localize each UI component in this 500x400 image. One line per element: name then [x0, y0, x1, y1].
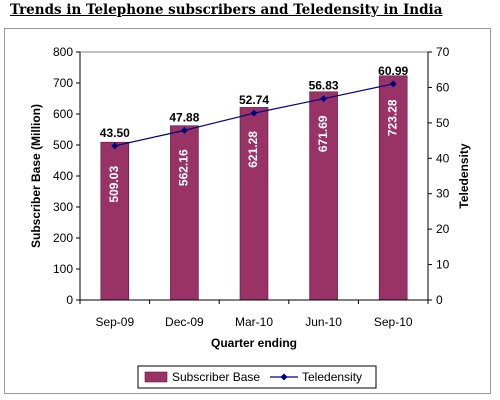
teledensity-marker: [250, 109, 258, 117]
legend-bar-label: Subscriber Base: [172, 370, 260, 384]
teledensity-marker: [389, 80, 397, 88]
y2-tick-label: 40: [436, 151, 450, 165]
bar: [309, 91, 338, 301]
legend-line-label: Teledensity: [302, 370, 362, 384]
y-tick-label: 700: [53, 76, 73, 90]
y2-tick-label: 60: [436, 80, 450, 94]
x-axis-title: Quarter ending: [211, 336, 297, 350]
bar-value-label: 509.03: [107, 166, 121, 203]
y-tick-label: 400: [53, 169, 73, 183]
bar: [378, 75, 408, 301]
y2-tick-label: 30: [436, 187, 450, 201]
teledensity-marker: [180, 126, 188, 134]
y-tick-label: 800: [53, 45, 73, 59]
bar-value-label: 621.28: [246, 131, 260, 168]
teledensity-value-label: 52.74: [239, 93, 269, 107]
teledensity-value-label: 60.99: [378, 64, 408, 78]
y-tick-label: 0: [66, 293, 73, 307]
y-tick-label: 500: [53, 138, 73, 152]
y-axis-title: Subscriber Base (Million): [29, 104, 43, 248]
bar-value-label: 723.28: [385, 99, 399, 136]
y-tick-label: 100: [53, 262, 73, 276]
y-tick-label: 600: [53, 107, 73, 121]
y2-tick-label: 0: [436, 293, 443, 307]
teledensity-marker: [111, 142, 119, 150]
bar: [239, 107, 269, 301]
y-tick-label: 300: [53, 200, 73, 214]
legend-line-marker: [280, 373, 288, 381]
y2-axis-title: Teledensity: [457, 143, 471, 208]
y2-tick-label: 10: [436, 258, 450, 272]
legend-box: [137, 365, 377, 389]
teledensity-marker: [320, 95, 328, 103]
x-tick-label: Mar-10: [235, 315, 273, 329]
x-tick-label: Sep-10: [374, 315, 413, 329]
x-tick-label: Dec-09: [165, 315, 204, 329]
y2-tick-label: 20: [436, 222, 450, 236]
teledensity-value-label: 43.50: [100, 126, 130, 140]
y-tick-label: 200: [53, 231, 73, 245]
x-tick-label: Sep-09: [95, 315, 134, 329]
legend-bar-swatch: [144, 371, 168, 383]
x-tick-label: Jun-10: [305, 315, 342, 329]
bar: [100, 141, 130, 301]
chart-title: Trends in Telephone subscribers and Tele…: [10, 2, 443, 18]
y2-tick-label: 50: [436, 116, 450, 130]
y2-tick-label: 70: [436, 45, 450, 59]
bar-value-label: 671.69: [316, 115, 330, 152]
bar-value-label: 562.16: [177, 149, 191, 186]
bar: [170, 125, 199, 301]
teledensity-value-label: 47.88: [169, 110, 199, 124]
teledensity-value-label: 56.83: [309, 79, 339, 93]
